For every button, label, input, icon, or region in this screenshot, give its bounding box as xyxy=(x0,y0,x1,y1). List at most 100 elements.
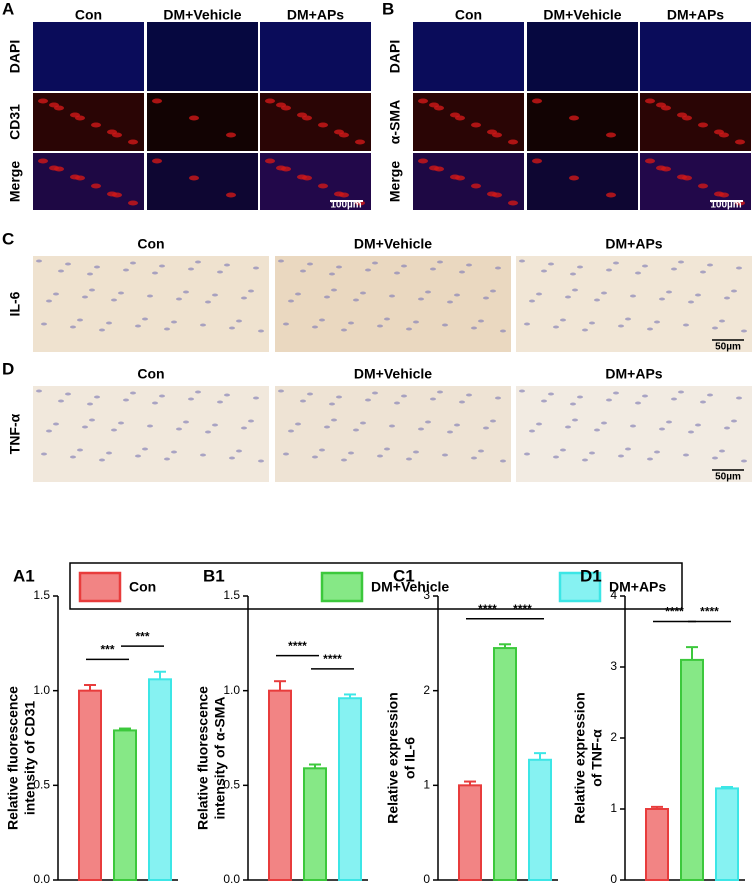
nucleus xyxy=(307,392,313,396)
y-tick-label: 2 xyxy=(423,683,430,697)
stain xyxy=(226,192,236,198)
stain xyxy=(276,165,286,171)
row-label: DAPI xyxy=(387,40,403,73)
row-label: Merge xyxy=(7,161,23,202)
nucleus xyxy=(418,297,424,301)
nucleus xyxy=(606,268,612,272)
nucleus xyxy=(688,300,694,304)
significance-label: **** xyxy=(288,639,307,653)
nucleus xyxy=(442,453,448,457)
nucleus xyxy=(188,267,194,271)
nucleus xyxy=(99,458,105,462)
nucleus xyxy=(87,402,93,406)
stain xyxy=(487,129,497,135)
nucleus xyxy=(688,430,694,434)
row-label: CD31 xyxy=(7,104,23,140)
micrograph xyxy=(33,153,144,210)
nucleus xyxy=(406,457,412,461)
nucleus xyxy=(437,260,443,264)
nucleus xyxy=(152,271,158,275)
nucleus xyxy=(413,320,419,324)
nucleus xyxy=(200,323,206,327)
stain xyxy=(297,112,307,118)
nucleus xyxy=(89,288,95,292)
nucleus xyxy=(188,397,194,401)
stain xyxy=(569,175,579,181)
nucleus xyxy=(560,448,566,452)
nucleus xyxy=(229,456,235,460)
nucleus xyxy=(377,324,383,328)
y-axis-label: intensity of CD31 xyxy=(22,701,38,816)
nucleus xyxy=(106,451,112,455)
stain xyxy=(677,112,687,118)
micrograph xyxy=(33,22,144,91)
stain xyxy=(429,102,439,108)
micrograph xyxy=(413,153,524,210)
nucleus xyxy=(94,395,100,399)
stain xyxy=(265,158,275,164)
nucleus xyxy=(365,268,371,272)
nucleus xyxy=(401,394,407,398)
nucleus xyxy=(483,296,489,300)
nucleus xyxy=(331,288,337,292)
nucleus xyxy=(53,292,59,296)
column-header: Con xyxy=(455,7,482,23)
nucleus xyxy=(459,400,465,404)
y-tick-label: 0.0 xyxy=(223,872,240,886)
nucleus xyxy=(594,428,600,432)
nucleus xyxy=(683,323,689,327)
stain xyxy=(276,102,286,108)
nucleus xyxy=(295,422,301,426)
y-axis-label: intensity of α-SMA xyxy=(212,697,228,820)
nucleus xyxy=(205,300,211,304)
stain xyxy=(606,132,616,138)
nucleus xyxy=(70,325,76,329)
stain xyxy=(334,191,344,197)
nucleus xyxy=(36,259,42,263)
nucleus xyxy=(65,262,71,266)
nucleus xyxy=(683,453,689,457)
stain xyxy=(645,158,655,164)
micrograph xyxy=(516,386,752,482)
nucleus xyxy=(635,271,641,275)
nucleus xyxy=(217,400,223,404)
bar xyxy=(113,729,137,882)
nucleus xyxy=(618,324,624,328)
significance-label: *** xyxy=(100,643,114,657)
nucleus xyxy=(541,399,547,403)
column-header: DM+APs xyxy=(605,236,662,252)
stain xyxy=(677,174,687,180)
stain xyxy=(656,102,666,108)
nucleus xyxy=(519,259,525,263)
nucleus xyxy=(401,264,407,268)
micrograph xyxy=(527,22,638,91)
row-label: α-SMA xyxy=(387,100,403,144)
nucleus xyxy=(654,320,660,324)
stain xyxy=(355,139,365,145)
stain xyxy=(318,183,328,189)
nucleus xyxy=(324,295,330,299)
stain xyxy=(450,112,460,118)
nucleus xyxy=(606,398,612,402)
nucleus xyxy=(589,321,595,325)
nucleus xyxy=(500,329,506,333)
stain xyxy=(91,183,101,189)
nucleus xyxy=(594,298,600,302)
nucleus xyxy=(478,449,484,453)
nucleus xyxy=(372,261,378,265)
stain xyxy=(334,129,344,135)
nucleus xyxy=(707,393,713,397)
stain xyxy=(189,175,199,181)
nucleus xyxy=(553,325,559,329)
nucleus xyxy=(630,294,636,298)
nucleus xyxy=(719,319,725,323)
nucleus xyxy=(348,451,354,455)
bar xyxy=(78,689,102,882)
y-tick-label: 1.0 xyxy=(33,683,50,697)
stain xyxy=(152,98,162,104)
column-header: Con xyxy=(137,236,164,252)
nucleus xyxy=(253,266,259,270)
nucleus xyxy=(236,449,242,453)
nucleus xyxy=(58,269,64,273)
column-header: DM+Vehicle xyxy=(543,7,621,23)
